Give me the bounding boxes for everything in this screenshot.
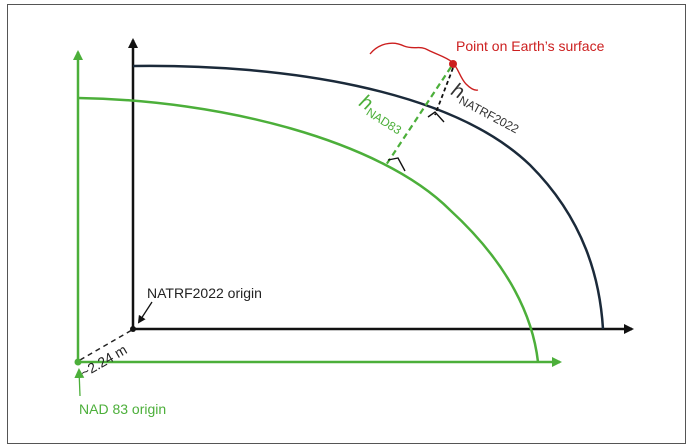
h-natrf-sub: NATRF2022 [457,93,522,136]
natrf-ellipsoid-arc [132,64,605,330]
h-natrf-label: hNATRF2022 [447,79,526,136]
svg-text:hNATRF2022: hNATRF2022 [447,79,526,136]
natrf-origin-dot [130,326,136,332]
origin-offset-line [79,329,133,361]
h-natrf-line [434,67,454,116]
natrf-origin-label: NATRF2022 origin [147,285,262,301]
surface-point [449,60,457,68]
natrf-right-angle [427,111,445,123]
natrf-origin-pointer [137,301,153,324]
nad83-origin-pointer [74,368,85,397]
diagram-canvas: Point on Earth’s surface NATRF2022 origi… [7,4,686,444]
nad83-origin-label: NAD 83 origin [79,401,166,417]
diagram-svg: Point on Earth’s surface NATRF2022 origi… [73,38,634,417]
h-nad83-line [385,66,452,166]
earth-surface-squiggle [369,42,479,91]
nad83-ellipsoid-arc [77,96,540,363]
nad83-origin-dot [74,358,82,366]
nad83-right-angle [387,157,406,172]
surface-point-label: Point on Earth’s surface [456,38,605,54]
h-nad83-sub: NAD83 [364,105,405,138]
